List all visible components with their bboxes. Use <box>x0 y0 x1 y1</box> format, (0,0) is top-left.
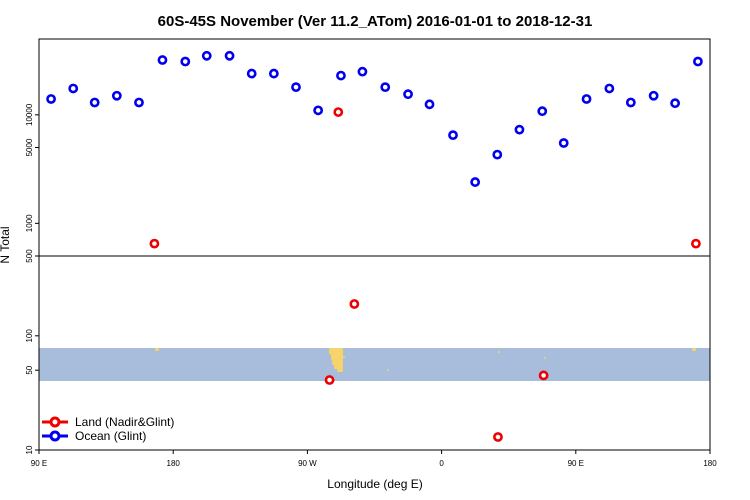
ocean-point <box>448 130 458 141</box>
ocean-point <box>470 177 481 187</box>
land-point <box>493 432 503 442</box>
lower-y-label: 10 <box>25 445 34 454</box>
ocean-point <box>648 90 659 101</box>
ocean-point <box>111 90 122 101</box>
ocean-point <box>625 97 636 108</box>
x-tick-label: 180 <box>167 459 181 468</box>
ocean-point <box>693 56 703 67</box>
data-points <box>46 50 703 442</box>
map-land-patch <box>387 369 389 371</box>
ocean-point <box>268 68 279 79</box>
legend-ocean-marker <box>49 430 61 442</box>
ocean-point <box>224 50 235 61</box>
lower-y-label: 50 <box>25 365 34 374</box>
ocean-point <box>403 89 413 100</box>
land-point <box>538 370 549 381</box>
ocean-point <box>424 99 435 110</box>
legend: Land (Nadir&Glint) Ocean (Glint) <box>42 415 174 443</box>
map-band <box>39 348 710 381</box>
ocean-point <box>89 97 100 108</box>
ocean-point <box>134 97 144 108</box>
ocean-point <box>357 66 368 77</box>
x-tick-label: 90 E <box>568 459 584 468</box>
ocean-point <box>581 94 592 104</box>
upper-y-label: 10000 <box>25 103 34 126</box>
map-land-patch <box>337 369 343 372</box>
ocean-point <box>336 70 346 81</box>
lower-y-label: 100 <box>25 329 34 343</box>
x-axis-label: Longitude (deg E) <box>327 477 422 491</box>
ocean-point <box>604 83 615 94</box>
map-land-patch <box>544 357 546 359</box>
ocean-point <box>246 68 257 79</box>
legend-ocean-label: Ocean (Glint) <box>75 429 146 443</box>
ocean-point <box>46 94 56 104</box>
upper-panel-frame <box>38 38 711 257</box>
map-land-patch <box>331 354 343 360</box>
land-point <box>149 238 160 249</box>
ocean-point <box>558 138 569 148</box>
map-land-patch <box>330 352 333 355</box>
upper-y-label: 500 <box>25 249 34 263</box>
land-point <box>324 375 335 385</box>
upper-y-label: 1000 <box>25 214 34 232</box>
land-point <box>691 238 701 249</box>
ocean-point <box>157 55 168 65</box>
y-axis: 500 1000 5000 10000 10 50 100 <box>25 103 39 454</box>
map-land-patch <box>692 348 696 351</box>
land-point <box>333 107 344 117</box>
x-tick-label: 90 E <box>31 459 47 468</box>
lower-panel-frame <box>38 255 711 451</box>
upper-y-label: 5000 <box>25 138 34 156</box>
x-tick-label: 180 <box>703 459 717 468</box>
ocean-point <box>380 82 391 93</box>
land-point <box>349 299 360 309</box>
map-land-patch <box>334 365 343 369</box>
ocean-point <box>670 98 681 109</box>
ocean-point <box>313 105 324 116</box>
map-land-patch <box>498 351 500 353</box>
y-axis-label: N Total <box>0 226 12 263</box>
map-land-patch <box>343 356 345 358</box>
ocean-point <box>180 56 191 67</box>
ocean-point <box>537 106 548 117</box>
chart-title: 60S-45S November (Ver 11.2_ATom) 2016-01… <box>158 13 593 30</box>
map-land-patch <box>332 360 343 365</box>
ocean-point <box>514 124 525 135</box>
legend-land-marker <box>49 416 61 428</box>
map-ocean-band <box>39 348 710 381</box>
x-tick-label: 90 W <box>298 459 317 468</box>
x-tick-label: 0 <box>439 459 444 468</box>
map-land-patch <box>155 348 159 351</box>
ocean-point <box>291 82 301 93</box>
ocean-point <box>492 149 503 160</box>
ocean-point <box>68 83 79 94</box>
map-land-patches <box>155 348 696 372</box>
x-axis: 90 E 180 90 W 0 90 E 180 <box>31 450 717 468</box>
legend-land-label: Land (Nadir&Glint) <box>75 415 174 429</box>
ocean-point <box>201 50 212 61</box>
